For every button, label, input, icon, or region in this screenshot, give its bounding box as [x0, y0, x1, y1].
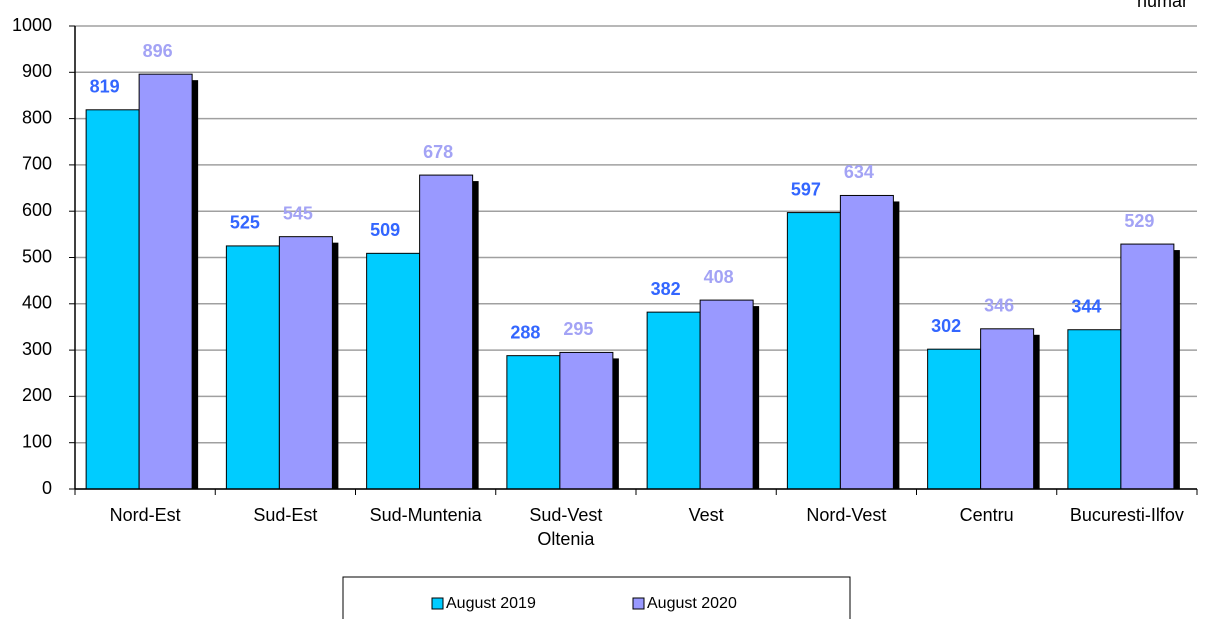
y-tick-label: 700: [22, 154, 52, 174]
x-tick-label: Nord-Est: [110, 505, 181, 525]
x-tick-label: Sud-Muntenia: [370, 505, 483, 525]
x-tick-label: Bucuresti-Ilfov: [1070, 505, 1184, 525]
bar: [699, 299, 754, 490]
y-tick-label: 800: [22, 107, 52, 127]
x-tick-label: Centru: [960, 505, 1014, 525]
bar: [786, 212, 841, 490]
x-tick-label: Nord-Vest: [806, 505, 886, 525]
x-tick-label: Sud-Est: [253, 505, 317, 525]
y-tick-label: 1000: [12, 15, 52, 35]
value-label: 819: [90, 77, 120, 97]
value-label: 678: [423, 142, 453, 162]
value-label: 896: [143, 41, 173, 61]
value-label: 288: [510, 322, 540, 342]
y-tick-label: 600: [22, 200, 52, 220]
unit-label: numar: [1137, 0, 1188, 11]
value-label: 408: [704, 267, 734, 287]
bar: [506, 355, 561, 490]
bar: [646, 311, 701, 490]
value-label: 509: [370, 220, 400, 240]
y-tick-label: 200: [22, 385, 52, 405]
bar: [419, 174, 474, 490]
value-label: 302: [931, 316, 961, 336]
y-tick-label: 300: [22, 339, 52, 359]
y-tick-label: 0: [42, 478, 52, 498]
value-label: 295: [563, 319, 593, 339]
value-label: 346: [984, 296, 1014, 316]
bar: [278, 236, 333, 490]
value-label: 525: [230, 213, 260, 233]
y-tick-label: 500: [22, 246, 52, 266]
value-label: 344: [1071, 296, 1101, 316]
legend-swatch: [632, 597, 645, 610]
y-tick-label: 100: [22, 431, 52, 451]
value-label: 634: [844, 162, 874, 182]
bar: [839, 194, 894, 490]
y-tick-label: 400: [22, 293, 52, 313]
legend-swatch: [431, 597, 444, 610]
y-tick-label: 900: [22, 61, 52, 81]
value-label: 529: [1124, 211, 1154, 231]
bar: [366, 252, 421, 490]
bar: [85, 109, 140, 490]
bar: [980, 328, 1035, 490]
legend-label: August 2019: [446, 595, 536, 612]
bar: [559, 351, 614, 490]
bar: [225, 245, 280, 490]
bar: [1067, 329, 1122, 490]
legend-label: August 2020: [647, 595, 737, 612]
value-label: 545: [283, 203, 313, 223]
value-label: 597: [791, 179, 821, 199]
value-label: 382: [651, 279, 681, 299]
bar: [927, 348, 982, 490]
legend-box: [342, 576, 851, 619]
x-tick-label: Sud-Vest Oltenia: [529, 505, 602, 549]
bar: [138, 73, 193, 490]
x-tick-label: Vest: [689, 505, 724, 525]
bar: [1120, 243, 1175, 490]
